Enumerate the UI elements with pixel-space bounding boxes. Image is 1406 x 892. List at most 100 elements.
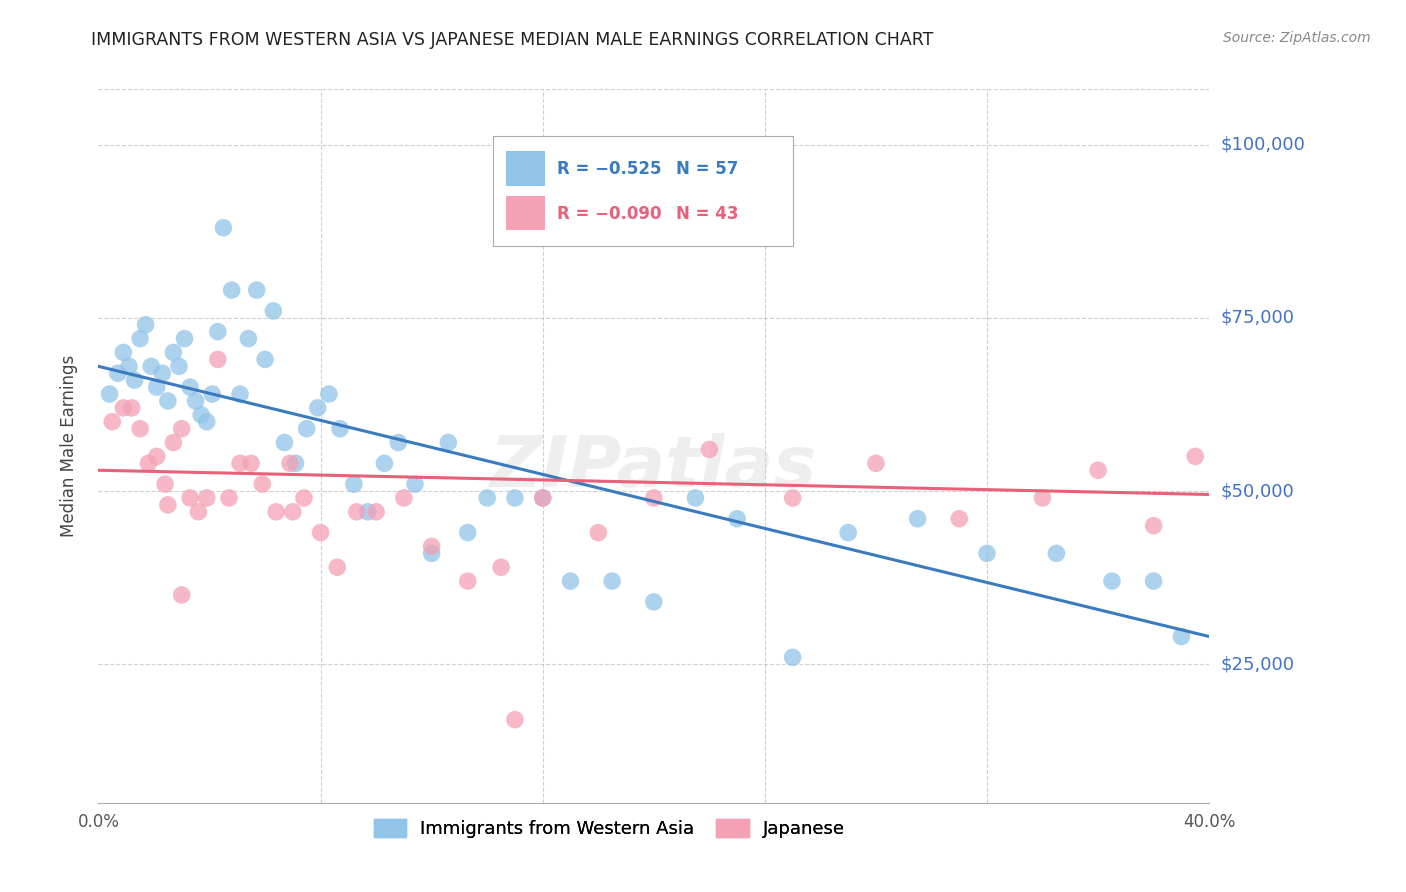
Point (420, 546, 443, 560)
Text: $25,000: $25,000 (1220, 656, 1295, 673)
Point (162, 345, 184, 359)
FancyBboxPatch shape (506, 196, 546, 230)
Point (212, 220, 235, 235)
Point (531, 491, 554, 505)
Text: IMMIGRANTS FROM WESTERN ASIA VS JAPANESE MEDIAN MALE EARNINGS CORRELATION CHART: IMMIGRANTS FROM WESTERN ASIA VS JAPANESE… (91, 31, 934, 49)
Point (156, 498, 179, 512)
Point (1170, 630, 1192, 644)
Point (326, 560, 349, 574)
Point (318, 387, 340, 401)
Point (156, 394, 179, 409)
Point (145, 450, 167, 464)
Point (162, 435, 184, 450)
Point (179, 491, 201, 505)
Point (184, 394, 207, 409)
Point (292, 491, 315, 505)
Point (948, 512, 970, 526)
Point (112, 345, 135, 359)
Point (699, 442, 721, 457)
Point (782, 491, 804, 505)
Point (457, 574, 479, 588)
Point (98, 387, 121, 401)
Point (560, 574, 582, 588)
Point (392, 491, 415, 505)
Point (173, 332, 195, 346)
Point (1101, 574, 1123, 588)
Point (346, 505, 368, 519)
Point (195, 491, 218, 505)
Point (420, 540, 443, 554)
Point (179, 380, 201, 394)
Point (138, 456, 160, 470)
Text: Source: ZipAtlas.com: Source: ZipAtlas.com (1223, 31, 1371, 45)
Point (121, 401, 143, 415)
Point (190, 408, 212, 422)
Point (907, 512, 929, 526)
Point (307, 401, 329, 415)
Point (357, 505, 380, 519)
Point (387, 435, 409, 450)
Point (489, 560, 512, 574)
Point (329, 422, 352, 436)
Point (218, 491, 240, 505)
Point (118, 359, 141, 374)
Point (837, 525, 859, 540)
Point (170, 422, 193, 436)
Point (503, 713, 526, 727)
Point (112, 401, 135, 415)
Point (264, 505, 287, 519)
Y-axis label: Median Male Earnings: Median Male Earnings (59, 355, 77, 537)
Point (309, 525, 332, 540)
Point (278, 456, 301, 470)
Point (295, 422, 318, 436)
Point (201, 387, 224, 401)
Point (976, 546, 998, 560)
Point (207, 325, 229, 339)
Text: $100,000: $100,000 (1220, 136, 1305, 153)
Point (284, 456, 307, 470)
Point (262, 304, 284, 318)
Text: R = −0.525: R = −0.525 (557, 161, 662, 178)
Text: $50,000: $50,000 (1220, 482, 1294, 500)
Point (273, 435, 295, 450)
Point (475, 491, 499, 505)
Text: R = −0.090: R = −0.090 (557, 205, 662, 223)
Point (124, 373, 146, 387)
Point (404, 477, 426, 491)
Text: $75,000: $75,000 (1220, 309, 1295, 326)
Point (253, 352, 276, 367)
Point (229, 456, 252, 470)
Point (1143, 574, 1166, 588)
Text: N = 57: N = 57 (676, 161, 738, 178)
Text: ZIPatlas: ZIPatlas (491, 433, 817, 502)
Point (643, 491, 665, 505)
Point (187, 505, 209, 519)
Point (865, 456, 887, 470)
Point (221, 283, 243, 297)
Point (1143, 518, 1166, 533)
Point (373, 456, 395, 470)
Point (135, 318, 157, 332)
Point (167, 359, 190, 374)
Point (588, 525, 610, 540)
Legend: Immigrants from Western Asia, Japanese: Immigrants from Western Asia, Japanese (364, 810, 855, 847)
Point (343, 477, 366, 491)
Point (1032, 491, 1054, 505)
Point (437, 435, 460, 450)
Point (685, 491, 707, 505)
Point (150, 366, 173, 380)
FancyBboxPatch shape (492, 136, 793, 246)
Point (643, 595, 665, 609)
Point (503, 491, 526, 505)
Point (129, 422, 152, 436)
Point (725, 512, 748, 526)
Point (1045, 546, 1067, 560)
Point (129, 332, 152, 346)
Point (240, 456, 263, 470)
Point (782, 650, 804, 665)
Point (246, 283, 269, 297)
Point (195, 415, 218, 429)
Point (252, 477, 274, 491)
Point (1087, 463, 1109, 477)
Point (1184, 450, 1206, 464)
